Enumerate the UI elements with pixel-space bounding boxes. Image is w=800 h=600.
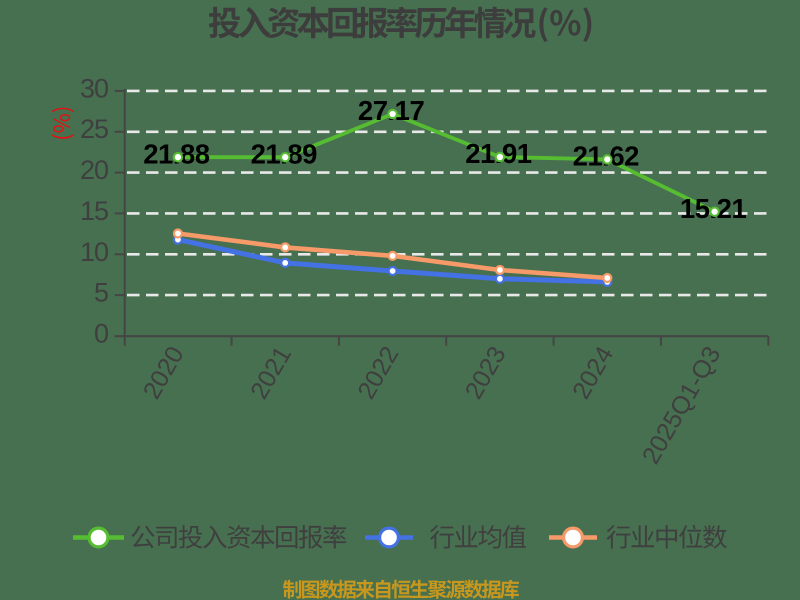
svg-text:15: 15 (80, 196, 108, 226)
svg-text:25: 25 (80, 114, 108, 144)
svg-text:20: 20 (80, 155, 108, 185)
svg-text:30: 30 (80, 73, 108, 103)
svg-text:5: 5 (94, 278, 108, 308)
svg-text:0: 0 (94, 319, 108, 349)
svg-text:10: 10 (80, 237, 108, 267)
